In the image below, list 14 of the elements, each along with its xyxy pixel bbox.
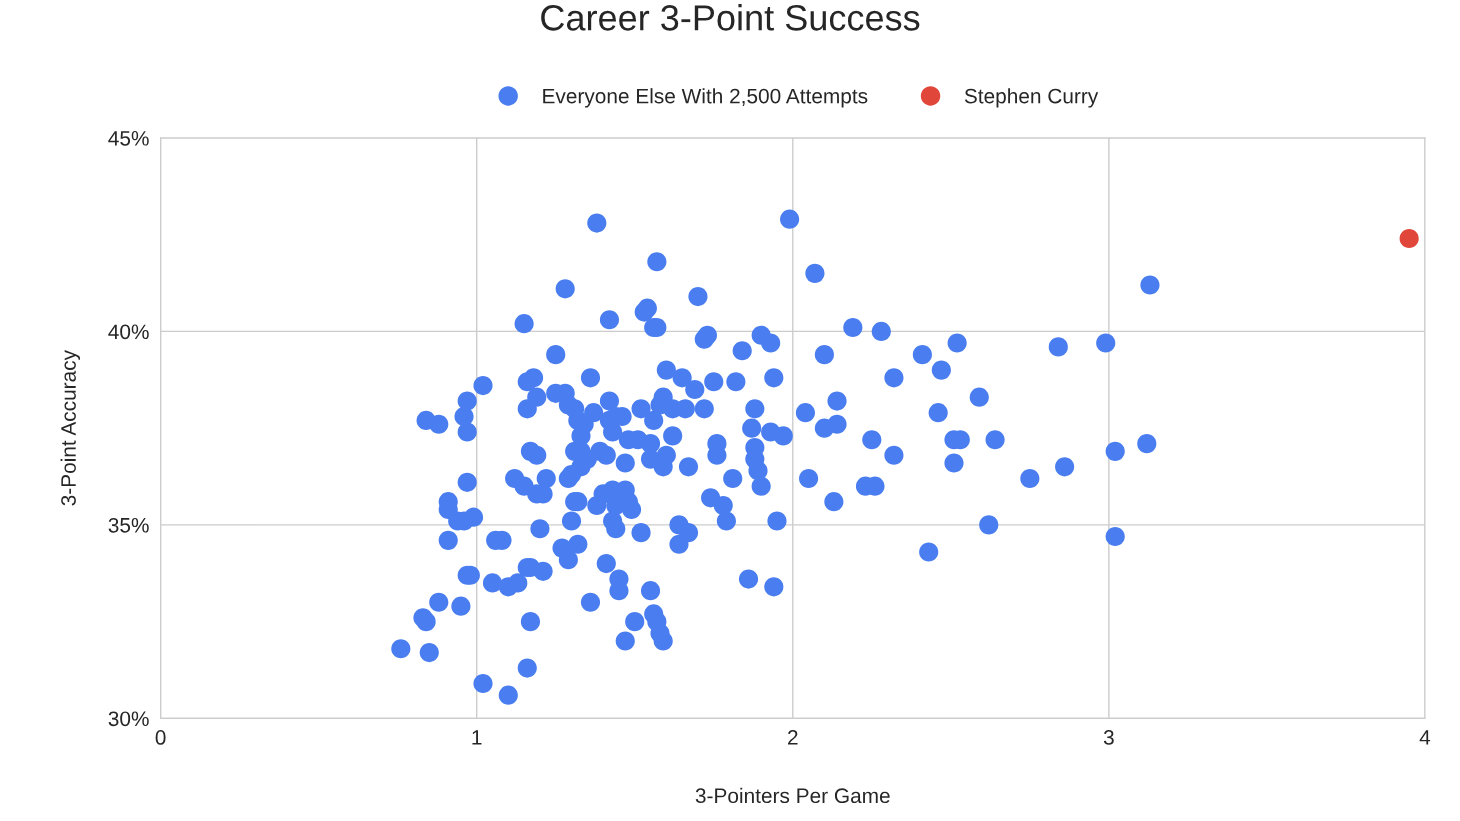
legend-label: Everyone Else With 2,500 Attempts	[543, 88, 868, 108]
legend-label: Stephen Curry	[964, 88, 1099, 108]
x-tick-label: 4	[1419, 730, 1431, 745]
y-tick-label: 40%	[108, 324, 149, 340]
y-axis-title: 3-Point Accuracy	[60, 350, 81, 506]
y-tick-label: 35%	[108, 517, 149, 533]
y-tick-label: 30%	[108, 711, 149, 727]
chart-title: Career 3-Point Success	[541, 4, 920, 31]
x-tick-label: 1	[472, 730, 482, 745]
x-tick-label: 3	[1103, 730, 1114, 745]
x-axis-title: 3-Pointers Per Game	[695, 787, 890, 804]
y-tick-label: 45%	[108, 131, 149, 146]
x-tick-label: 0	[155, 730, 166, 745]
x-tick-label: 2	[788, 730, 798, 745]
